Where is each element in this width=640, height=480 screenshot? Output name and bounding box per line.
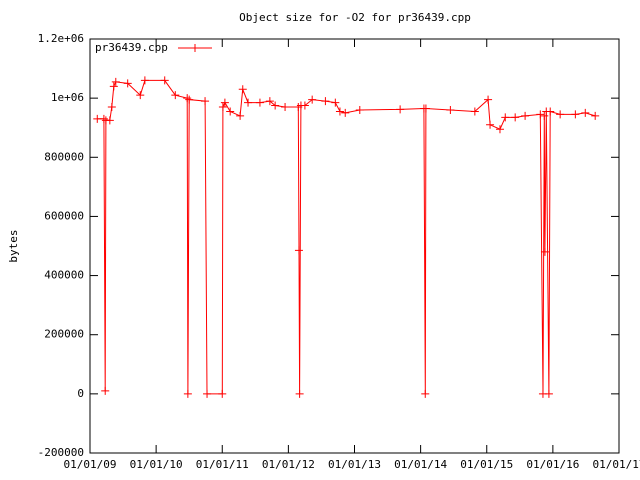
- point-marker: [236, 111, 245, 120]
- point-marker: [111, 77, 120, 86]
- point-marker: [521, 111, 530, 120]
- point-marker: [109, 82, 118, 91]
- point-marker: [571, 110, 580, 119]
- point-marker: [295, 389, 304, 398]
- x-tick-label: 01/01/11: [196, 458, 249, 471]
- point-marker: [355, 105, 364, 114]
- point-marker: [140, 76, 149, 85]
- point-marker: [331, 98, 340, 107]
- chart-title: Object size for -O2 for pr36439.cpp: [239, 11, 471, 24]
- point-marker: [220, 98, 229, 107]
- point-marker: [540, 111, 549, 120]
- point-marker: [244, 98, 253, 107]
- point-marker: [591, 111, 600, 120]
- point-marker: [107, 103, 116, 112]
- x-tick-label: 01/01/15: [460, 458, 513, 471]
- point-marker: [486, 120, 495, 129]
- point-marker: [544, 389, 553, 398]
- point-marker: [160, 76, 169, 85]
- point-marker: [265, 97, 274, 106]
- point-marker: [185, 95, 194, 104]
- x-tick-label: 01/01/17: [593, 458, 640, 471]
- x-tick-label: 01/01/16: [526, 458, 579, 471]
- y-tick-label: -200000: [38, 446, 84, 459]
- point-marker: [183, 389, 192, 398]
- point-marker: [341, 108, 350, 117]
- point-marker: [396, 105, 405, 114]
- point-marker: [105, 116, 114, 125]
- legend-label: pr36439.cpp: [95, 41, 168, 54]
- point-marker: [421, 104, 430, 113]
- y-axis-label: bytes: [7, 229, 20, 262]
- point-marker: [546, 107, 555, 116]
- point-marker: [218, 103, 227, 112]
- point-marker: [470, 107, 479, 116]
- point-marker: [271, 101, 280, 110]
- point-marker: [540, 247, 549, 256]
- point-marker: [308, 95, 317, 104]
- point-marker: [501, 113, 510, 122]
- y-tick-label: 1e+06: [51, 91, 84, 104]
- y-tick-label: 0: [77, 387, 84, 400]
- point-marker: [495, 125, 504, 134]
- y-tick-label: 200000: [44, 328, 84, 341]
- point-marker: [511, 113, 520, 122]
- x-tick-label: 01/01/14: [394, 458, 447, 471]
- point-marker: [281, 103, 290, 112]
- point-marker: [238, 85, 247, 94]
- point-marker: [171, 91, 180, 100]
- legend-sample: [178, 44, 212, 52]
- x-tick-label: 01/01/10: [130, 458, 183, 471]
- point-marker: [556, 110, 565, 119]
- y-tick-label: 800000: [44, 150, 84, 163]
- point-marker: [99, 114, 108, 123]
- point-marker: [536, 110, 545, 119]
- point-marker: [255, 98, 264, 107]
- point-marker: [136, 91, 145, 100]
- point-marker: [300, 101, 309, 110]
- y-tick-label: 1.2e+06: [38, 32, 84, 45]
- point-marker: [484, 95, 493, 104]
- point-marker: [321, 97, 330, 106]
- y-tick-label: 600000: [44, 209, 84, 222]
- x-tick-label: 01/01/09: [64, 458, 117, 471]
- point-marker: [203, 389, 212, 398]
- point-marker: [581, 108, 590, 117]
- point-marker: [123, 79, 132, 88]
- x-tick-label: 01/01/12: [262, 458, 315, 471]
- point-marker: [183, 94, 192, 103]
- point-marker: [101, 386, 110, 395]
- y-tick-label: 400000: [44, 269, 84, 282]
- point-marker: [218, 389, 227, 398]
- point-marker: [294, 246, 303, 255]
- point-marker: [446, 105, 455, 114]
- point-marker: [201, 97, 210, 106]
- point-marker: [226, 107, 235, 116]
- point-marker: [335, 107, 344, 116]
- point-marker: [421, 389, 430, 398]
- x-tick-label: 01/01/13: [328, 458, 381, 471]
